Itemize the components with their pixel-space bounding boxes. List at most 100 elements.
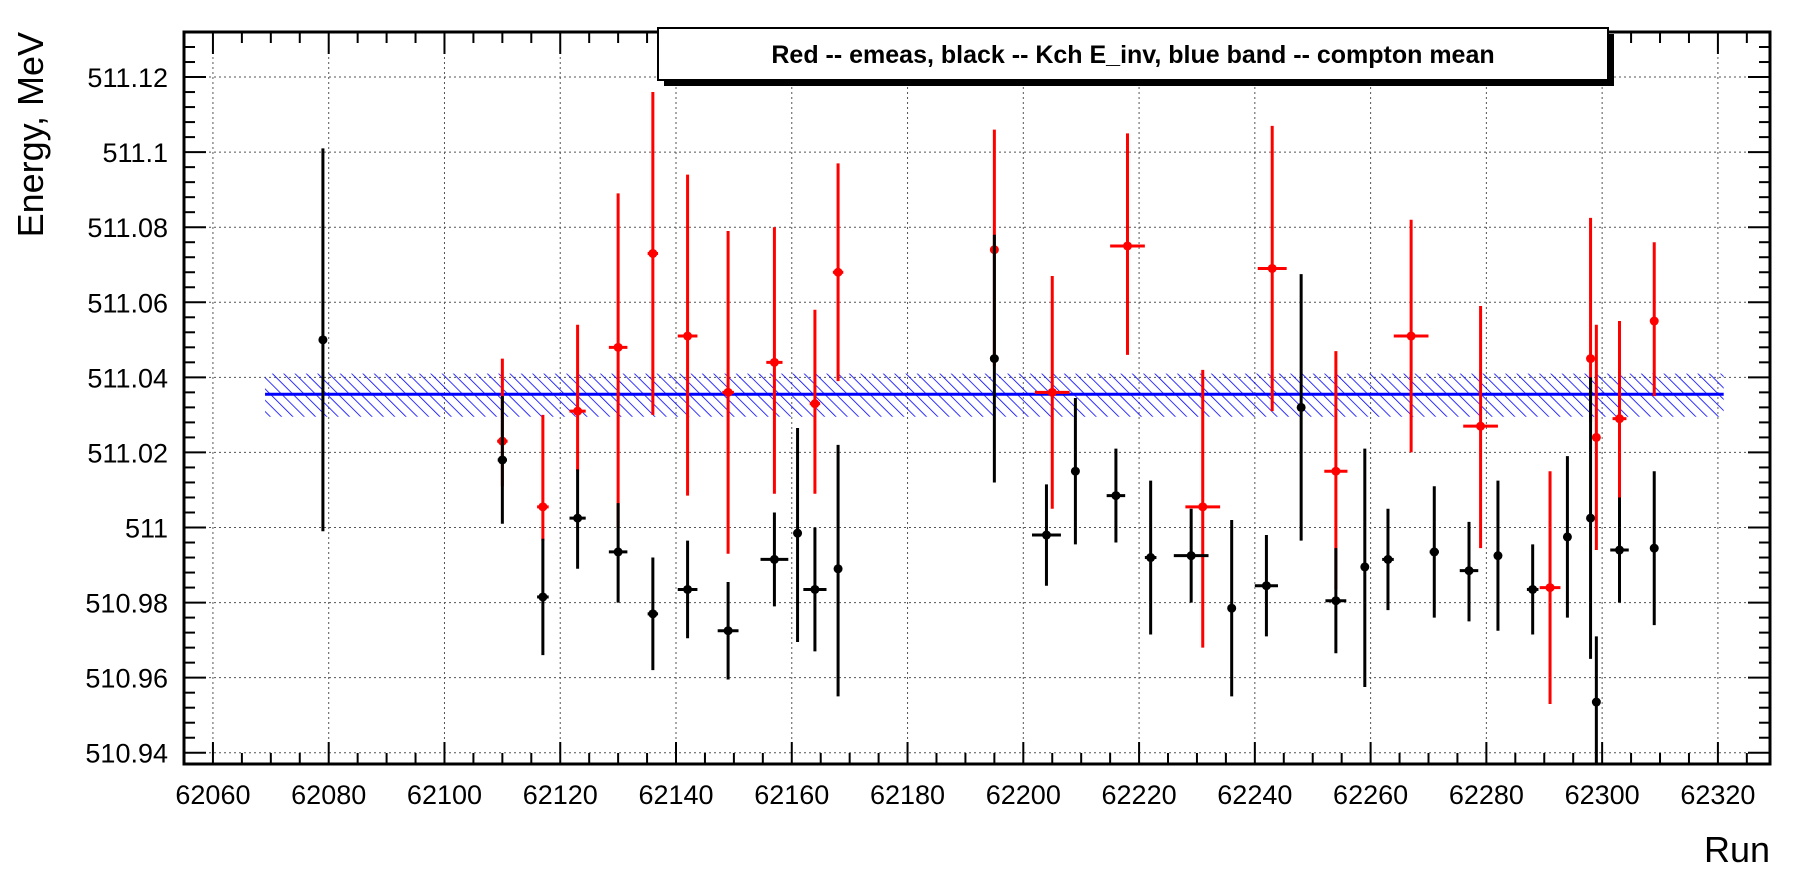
legend: Red -- emeas, black -- Kch E_inv, blue b… [657,27,1614,86]
data-point [1070,398,1080,545]
data-point [1463,306,1498,549]
x-tick-label: 62200 [986,780,1061,810]
point-marker [1122,241,1132,251]
data-point [1459,521,1479,622]
point-marker [833,564,843,574]
x-tick-label: 62220 [1102,780,1177,810]
point-marker [1649,543,1659,553]
data-point [537,414,549,541]
point-marker [1476,421,1486,431]
data-point [677,174,698,496]
point-marker [1146,553,1156,563]
point-marker [1586,513,1596,523]
point-marker [769,554,779,564]
x-tick-label: 62060 [175,780,250,810]
x-tick-label: 62320 [1680,780,1755,810]
point-marker [613,342,623,352]
data-point [1257,125,1287,412]
data-point [1586,377,1596,659]
data-point [569,469,586,569]
legend-box [657,27,1609,81]
data-point [1429,486,1439,618]
data-point [1325,548,1347,654]
y-tick-label: 511.04 [87,363,168,393]
point-marker [648,609,658,619]
point-marker [769,357,779,367]
data-point [1254,535,1278,637]
data-point [760,512,789,607]
point-marker [648,248,658,258]
data-point [793,428,803,642]
data-point [647,557,659,671]
data-point [1031,484,1061,586]
point-marker [810,399,820,409]
point-marker [1331,466,1341,476]
point-marker [1296,402,1306,412]
point-marker [1360,562,1370,572]
point-marker [1649,316,1659,326]
data-point [1173,508,1209,603]
point-marker [833,267,843,277]
data-point [1562,456,1572,618]
data-point [803,527,827,652]
data-point [497,396,507,524]
data-point [809,309,821,494]
data-point [1360,448,1370,688]
data-point [833,444,843,697]
point-marker [1528,584,1538,594]
data-point [989,234,999,483]
x-tick-label: 62300 [1565,780,1640,810]
data-point [608,193,628,528]
x-tick-label: 62120 [523,780,598,810]
x-tick-label: 62180 [870,780,945,810]
y-axis-title: Energy, MeV [10,32,51,237]
point-marker [1111,491,1121,501]
data-point [1393,219,1429,453]
point-marker [1615,414,1625,424]
point-marker [1464,566,1474,576]
data-point [1296,274,1306,541]
data-point [1612,321,1627,498]
point-marker [989,354,999,364]
data-point [537,538,549,656]
point-marker [1591,432,1601,442]
x-tick-label: 62260 [1333,780,1408,810]
point-marker [1615,545,1625,555]
point-marker [1070,466,1080,476]
y-tick-label: 511.08 [87,213,168,243]
point-marker [1586,354,1596,364]
series-layer [318,92,1659,764]
point-marker [683,331,693,341]
point-marker [573,513,583,523]
x-tick-label: 62140 [638,780,713,810]
x-tick-label: 62280 [1449,780,1524,810]
data-point [832,163,844,382]
point-marker [1047,387,1057,397]
series-1 [318,148,1659,764]
data-point [1526,544,1539,635]
data-point [569,324,586,472]
point-marker [573,406,583,416]
point-marker [683,584,693,594]
x-axis-title: Run [1704,829,1770,870]
y-tick-label: 510.96 [85,664,168,694]
point-marker [810,584,820,594]
point-marker [497,455,507,465]
data-point [1539,471,1561,704]
data-point [717,581,739,680]
legend-text: Red -- emeas, black -- Kch E_inv, blue b… [771,41,1494,69]
point-marker [613,547,623,557]
y-tick-label: 511.06 [87,288,168,318]
data-point [1649,242,1659,397]
point-marker [1406,331,1416,341]
data-point [1106,448,1126,543]
data-point [1110,133,1145,355]
point-marker [723,626,733,636]
point-marker [1331,596,1341,606]
point-marker [1493,551,1503,561]
point-marker [793,528,803,538]
x-tick-label: 62240 [1217,780,1292,810]
y-tick-label: 510.98 [85,589,168,619]
